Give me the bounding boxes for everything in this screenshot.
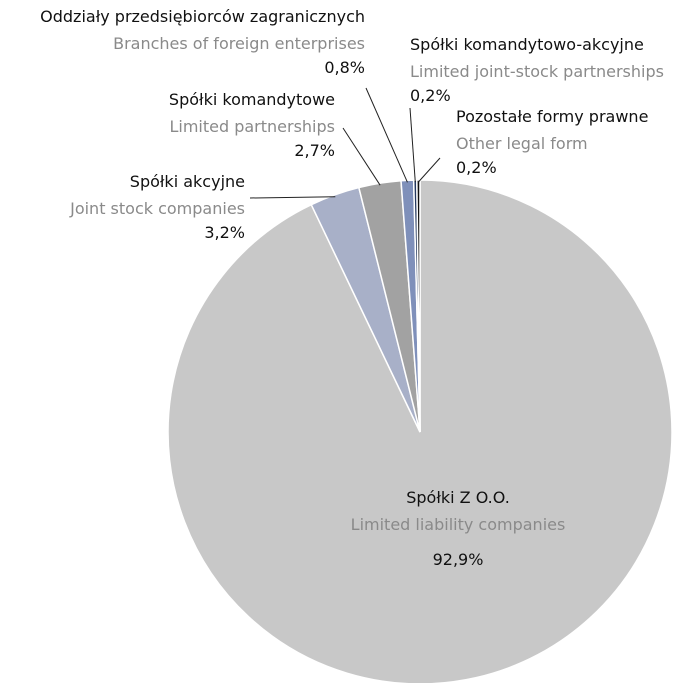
slice-sublabel: Limited liability companies xyxy=(351,515,566,534)
slice-value-label: 3,2% xyxy=(204,223,245,242)
leader-line xyxy=(249,196,336,199)
slice-value-label: 0,8% xyxy=(324,58,365,77)
slice-label: Spółki komandytowe xyxy=(169,90,335,109)
slice-sublabel: Branches of foreign enterprises xyxy=(113,34,365,53)
leader-line xyxy=(418,157,441,183)
slice-label: Oddziały przedsiębiorców zagranicznych xyxy=(40,7,365,26)
slice-value-label: 92,9% xyxy=(433,550,484,569)
leader-line xyxy=(365,87,408,183)
slice-label: Pozostałe formy prawne xyxy=(456,107,648,126)
slice-sublabel: Limited joint-stock partnerships xyxy=(410,62,664,81)
slice-value-label: 0,2% xyxy=(410,86,451,105)
slice-sublabel: Limited partnerships xyxy=(169,117,335,136)
leader-line xyxy=(342,127,381,186)
slice-value-label: 2,7% xyxy=(294,141,335,160)
slice-sublabel: Other legal form xyxy=(456,134,588,153)
leader-line xyxy=(409,107,416,183)
slice-value-label: 0,2% xyxy=(456,158,497,177)
slice-label: Spółki Z O.O. xyxy=(406,488,510,507)
slice-sublabel: Joint stock companies xyxy=(69,199,245,218)
slice-label: Spółki akcyjne xyxy=(130,172,245,191)
slice-label: Spółki komandytowo-akcyjne xyxy=(410,35,644,54)
